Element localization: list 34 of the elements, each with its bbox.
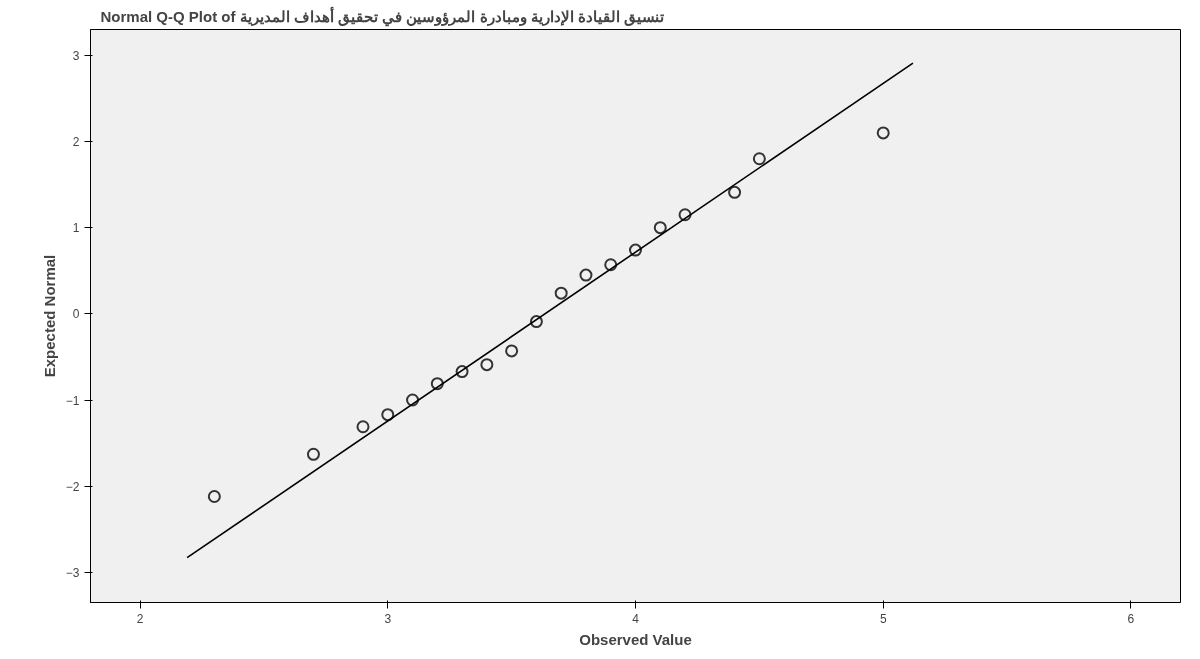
y-tick-label: 1 — [72, 221, 80, 236]
x-tick-label: 3 — [384, 611, 392, 626]
point — [604, 258, 618, 272]
point — [554, 286, 568, 300]
point — [678, 208, 692, 222]
y-tick-label: −1 — [65, 393, 80, 408]
point — [381, 408, 395, 422]
x-tick-label: 4 — [632, 611, 640, 626]
point — [629, 243, 642, 257]
y-tick-label: 0 — [72, 307, 80, 322]
x-tick-label: 5 — [879, 611, 887, 626]
point — [480, 358, 494, 372]
point — [876, 126, 890, 140]
point — [356, 420, 370, 434]
y-tick-label: −2 — [65, 479, 80, 494]
x-tick-label: 6 — [1127, 611, 1135, 626]
point — [752, 152, 766, 166]
y-tick-label: 3 — [72, 48, 80, 63]
point — [579, 268, 593, 282]
point — [505, 344, 519, 358]
x-tick-label: 2 — [136, 611, 144, 626]
point — [207, 490, 221, 504]
y-axis-title: Expected Normal — [40, 254, 58, 378]
x-axis-title: Observed Value — [579, 630, 692, 648]
point — [728, 185, 742, 199]
point — [529, 315, 543, 329]
point — [306, 447, 320, 461]
y-tick-label: −3 — [65, 565, 80, 580]
y-tick-label: 2 — [72, 135, 80, 150]
point — [653, 221, 667, 235]
point — [406, 393, 420, 407]
point — [430, 377, 444, 391]
point — [455, 365, 469, 379]
chart-title: Normal Q-Q Plot of تنسيق القيادة الإدارية ومبادرة المرؤوسين في تحقيق أهداف المديرية — [100, 5, 665, 27]
